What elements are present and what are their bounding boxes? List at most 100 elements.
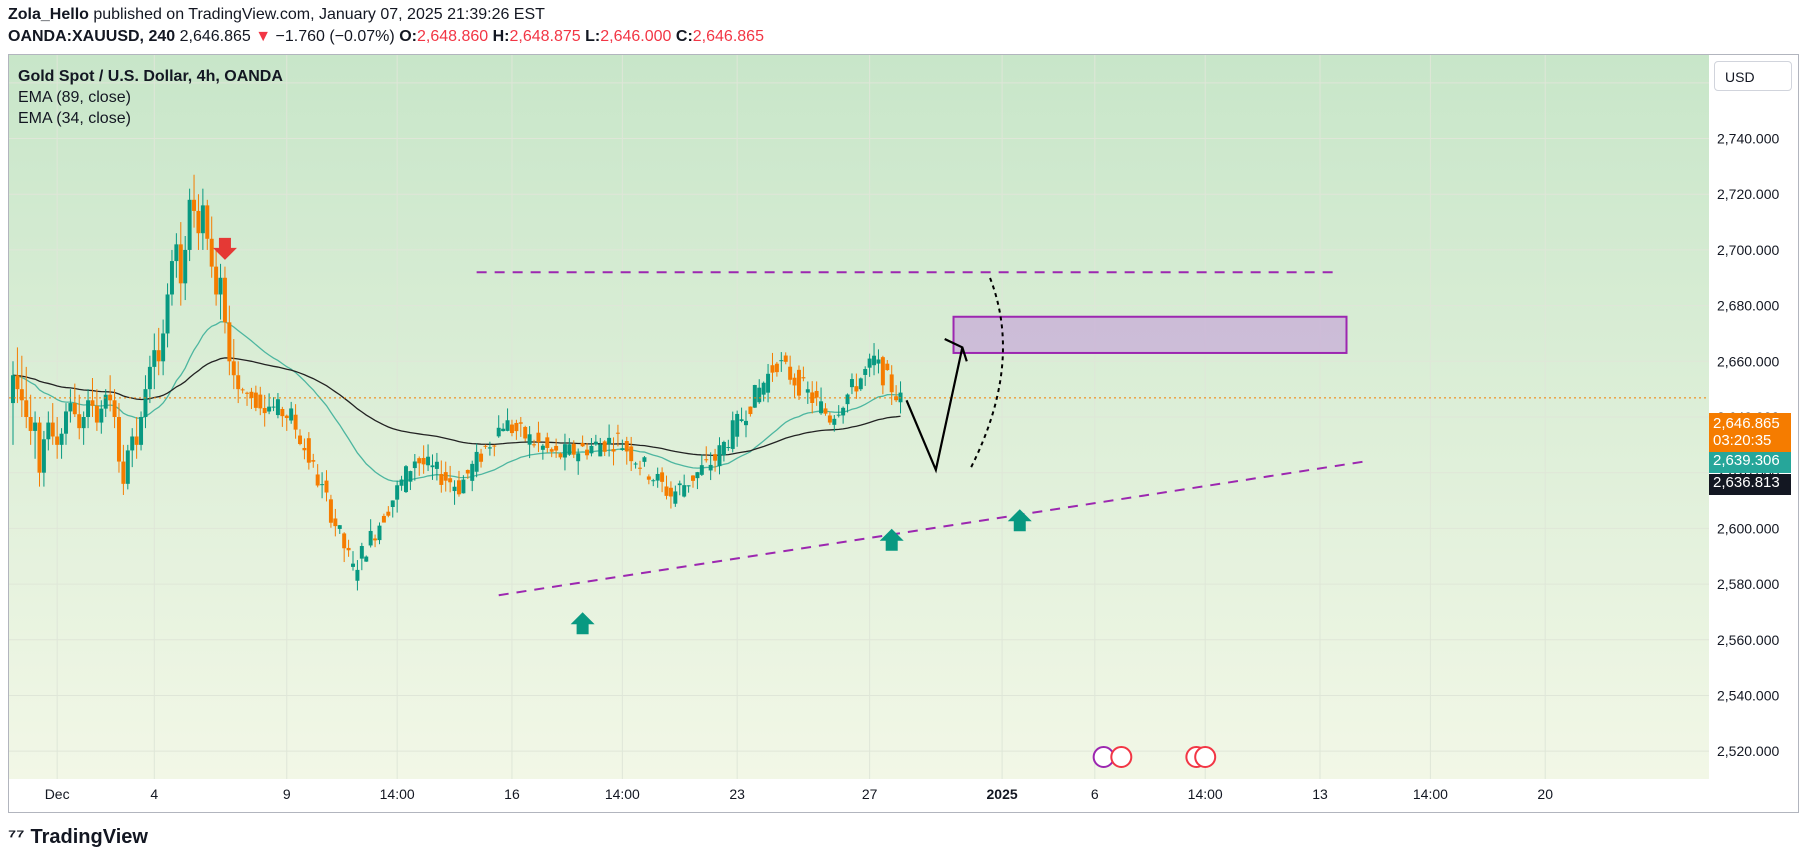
close-label: C: — [675, 28, 693, 45]
candle-body — [41, 439, 46, 473]
candle-body — [757, 387, 762, 403]
candle-body — [779, 360, 784, 362]
time-tick-label: 14:00 — [1413, 786, 1448, 802]
candle-body — [386, 511, 391, 516]
candle-body — [448, 478, 453, 483]
symbol-line: OANDA:XAUUSD, 240 2,646.865 ▼ −1.760 (−0… — [8, 28, 764, 46]
symbol-name: OANDA:XAUUSD, 240 — [8, 28, 176, 45]
candle-body — [713, 454, 718, 461]
candle-body — [267, 406, 272, 412]
candle-body — [646, 476, 651, 480]
legend-title: Gold Spot / U.S. Dollar, 4h, OANDA — [18, 68, 283, 85]
candle-body — [262, 407, 267, 414]
candle-body — [324, 480, 329, 493]
tradingview-logo[interactable]: ⁷⁷ TradingView — [8, 826, 148, 849]
candle-body — [867, 358, 872, 368]
open-label: O: — [399, 28, 417, 45]
candle-body — [620, 448, 625, 450]
candle-body — [187, 199, 192, 250]
candle-body — [752, 385, 757, 408]
candle-body — [518, 422, 523, 424]
candle-body — [417, 458, 422, 464]
rising-trendline — [498, 460, 1365, 597]
author-name[interactable]: Zola_Hello — [8, 6, 89, 23]
candle-body — [227, 322, 232, 362]
change-value: −1.760 (−0.07%) — [275, 28, 395, 45]
candle-body — [514, 422, 519, 432]
candle-body — [496, 427, 501, 437]
time-tick-label: Dec — [45, 786, 70, 802]
candle-body — [205, 205, 210, 239]
candle-body — [399, 479, 404, 486]
candle-body — [90, 400, 95, 406]
time-tick-label: 9 — [283, 786, 291, 802]
arrow-head-icon — [944, 338, 968, 362]
currency-button[interactable]: USD — [1714, 61, 1792, 91]
candle-body — [602, 441, 607, 452]
candle-body — [841, 407, 846, 416]
chart-legend: Gold Spot / U.S. Dollar, 4h, OANDA EMA (… — [18, 66, 283, 129]
candle-body — [708, 464, 713, 471]
legend-ema89: EMA (89, close) — [18, 89, 131, 106]
candle-body — [24, 400, 29, 417]
candle-body — [836, 414, 841, 416]
publisher-line: Zola_Hello published on TradingView.com,… — [8, 6, 545, 24]
candle-body — [585, 449, 590, 456]
time-tick-label: 23 — [729, 786, 745, 802]
candle-body — [889, 374, 894, 393]
ema89-price-tag: 2,636.813 — [1709, 474, 1791, 495]
candle-body — [134, 436, 139, 445]
candle-body — [615, 432, 620, 434]
brand-name: TradingView — [30, 826, 148, 848]
candle-body — [766, 373, 771, 393]
candle-body — [695, 472, 700, 479]
candle-body — [845, 394, 850, 405]
candle-body — [59, 433, 64, 445]
candle-body — [404, 466, 408, 493]
candle-body — [19, 389, 24, 401]
candle-body — [103, 394, 108, 409]
candle-body — [832, 418, 837, 425]
time-tick-label: 6 — [1091, 786, 1099, 802]
high-value: 2,648.875 — [509, 28, 581, 45]
close-value: 2,646.865 — [692, 28, 764, 45]
candle-body — [72, 403, 77, 415]
countdown-value: 03:20:35 — [1713, 432, 1772, 449]
candle-body — [434, 461, 439, 469]
candle-body — [381, 515, 386, 523]
us-flag-event-icon — [1194, 746, 1217, 768]
candle-body — [629, 446, 634, 462]
price-chart[interactable]: 2,760.0002,740.0002,720.0002,700.0002,68… — [9, 55, 1799, 813]
candle-body — [258, 394, 263, 409]
time-axis-bg — [9, 779, 1798, 812]
candle-body — [280, 408, 285, 417]
candle-body — [359, 546, 364, 559]
candle-body — [863, 368, 868, 375]
sell-arrow-icon — [212, 237, 237, 260]
chart-area[interactable]: 2,760.0002,740.0002,720.0002,700.0002,68… — [8, 54, 1799, 813]
candle-body — [443, 472, 448, 481]
price-tick-label: 2,720.000 — [1717, 186, 1779, 202]
candle-body — [638, 467, 642, 469]
candle-body — [373, 538, 378, 541]
price-tick-label: 2,680.000 — [1717, 298, 1779, 314]
candle-body — [642, 457, 647, 462]
candle-body — [143, 389, 148, 417]
candle-body — [739, 419, 744, 421]
candle-body — [461, 479, 466, 494]
candle-body — [487, 447, 492, 449]
candle-body — [377, 525, 382, 541]
candle-body — [827, 415, 832, 423]
last-price: 2,646.865 — [179, 28, 251, 45]
candle-body — [311, 460, 316, 462]
candle-body — [527, 434, 532, 445]
candle-body — [819, 401, 824, 414]
candle-body — [854, 386, 859, 392]
candle-body — [192, 199, 197, 211]
candle-body — [810, 392, 815, 403]
candle-body — [611, 449, 616, 452]
candle-body — [439, 474, 444, 485]
candle-body — [86, 400, 91, 417]
ema89-line — [12, 357, 901, 457]
candle-body — [452, 486, 457, 492]
